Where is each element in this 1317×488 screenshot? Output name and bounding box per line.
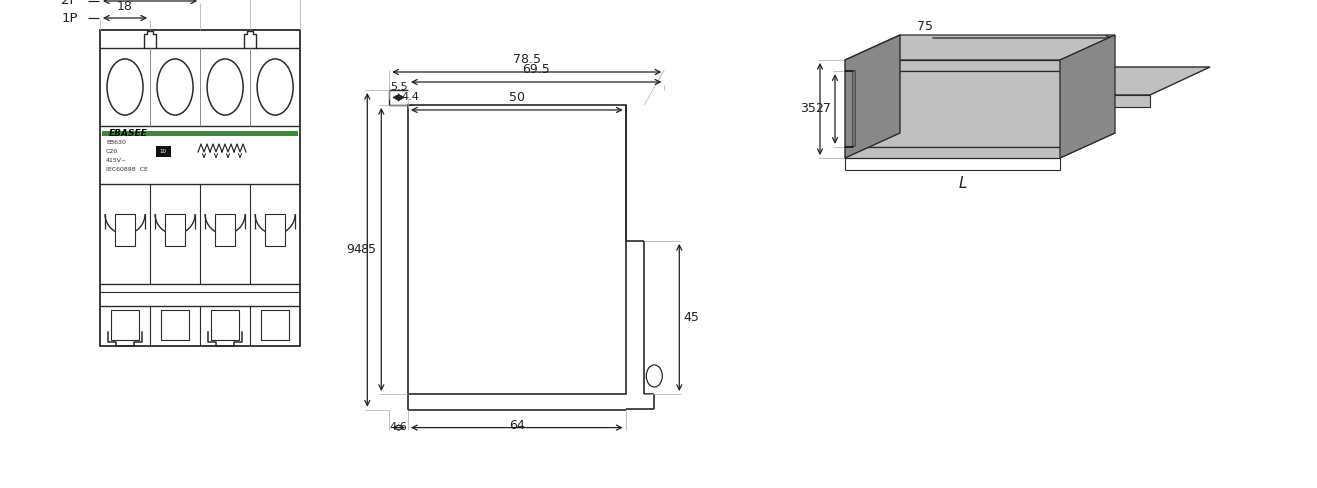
Text: 35: 35 [801, 102, 817, 116]
Text: 78.5: 78.5 [512, 53, 541, 66]
Ellipse shape [157, 59, 194, 115]
Text: EBASEE: EBASEE [109, 129, 148, 138]
Text: 27: 27 [815, 102, 831, 116]
Bar [261, 310, 290, 340]
Ellipse shape [207, 59, 244, 115]
Bar [265, 214, 286, 246]
Text: IEC60898  CE: IEC60898 CE [105, 167, 148, 172]
Bar [846, 60, 1060, 71]
Ellipse shape [107, 59, 144, 115]
Bar [101, 131, 298, 136]
Text: 69.5: 69.5 [523, 63, 551, 76]
Bar [161, 310, 190, 340]
Text: 50: 50 [508, 91, 524, 104]
Text: 2P: 2P [62, 0, 78, 7]
Text: 4.6: 4.6 [390, 422, 407, 431]
Text: 1P: 1P [62, 12, 78, 24]
Bar [165, 214, 186, 246]
Text: EB630: EB630 [105, 140, 126, 145]
Text: 94: 94 [346, 244, 362, 256]
Bar [155, 146, 171, 157]
Text: 45: 45 [684, 311, 699, 324]
Text: 4.4: 4.4 [402, 93, 420, 102]
Polygon shape [1060, 35, 1115, 158]
Bar [940, 95, 1150, 107]
Text: 64: 64 [508, 419, 524, 431]
Text: 10: 10 [159, 149, 166, 154]
Polygon shape [846, 122, 1115, 147]
Text: 85: 85 [361, 243, 377, 256]
Text: 75: 75 [917, 20, 932, 33]
Ellipse shape [647, 365, 662, 387]
Polygon shape [846, 35, 1115, 60]
Polygon shape [853, 70, 855, 147]
Polygon shape [846, 35, 900, 158]
Bar [408, 105, 626, 394]
Text: 18: 18 [117, 0, 133, 13]
Bar [853, 71, 1060, 147]
Bar [215, 214, 236, 246]
Bar [846, 147, 1060, 158]
Text: L: L [959, 176, 968, 191]
Polygon shape [846, 133, 1115, 158]
Text: 5.5: 5.5 [390, 82, 407, 93]
Bar [211, 310, 240, 340]
Bar [100, 30, 300, 346]
Ellipse shape [257, 59, 294, 115]
Bar [115, 214, 136, 246]
Text: 415V~: 415V~ [105, 158, 128, 163]
Text: C20: C20 [105, 149, 119, 154]
Bar [111, 310, 140, 340]
Polygon shape [940, 67, 1210, 95]
